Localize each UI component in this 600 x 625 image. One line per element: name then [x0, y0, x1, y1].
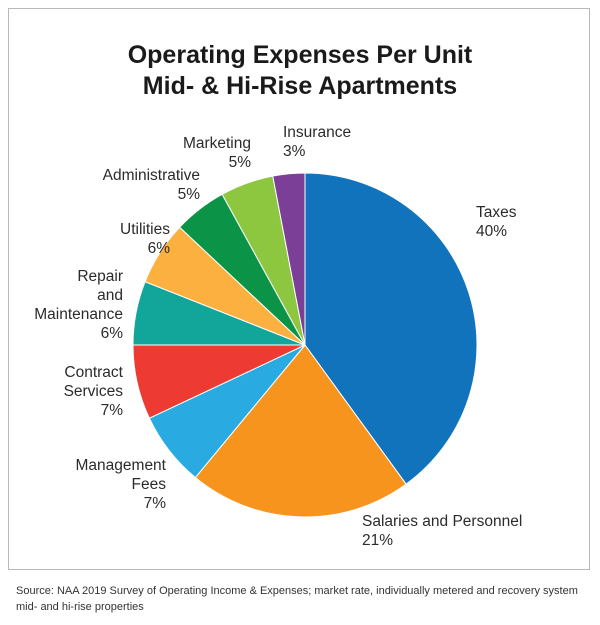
slice-label: Insurance 3% — [283, 124, 351, 160]
slice-label: Marketing 5% — [183, 135, 251, 171]
slice-label: Contract Services 7% — [64, 364, 124, 419]
slice-label: Salaries and Personnel 21% — [362, 513, 522, 549]
slice-label: Utilities 6% — [120, 221, 170, 257]
slice-label: Administrative 5% — [103, 167, 201, 203]
pie-slice — [194, 344, 407, 518]
slice-label: Repair and Maintenance 6% — [34, 268, 123, 342]
source-note: Source: NAA 2019 Survey of Operating Inc… — [16, 585, 578, 613]
chart-title-line-1: Operating Expenses Per Unit — [127, 41, 473, 69]
chart-title-line-2: Mid- & Hi-Rise Apartments — [142, 72, 458, 100]
slice-label: Management Fees 7% — [76, 457, 167, 512]
slice-label: Taxes 40% — [476, 204, 517, 240]
pie-slice — [304, 172, 478, 485]
pie-slice — [272, 172, 306, 346]
